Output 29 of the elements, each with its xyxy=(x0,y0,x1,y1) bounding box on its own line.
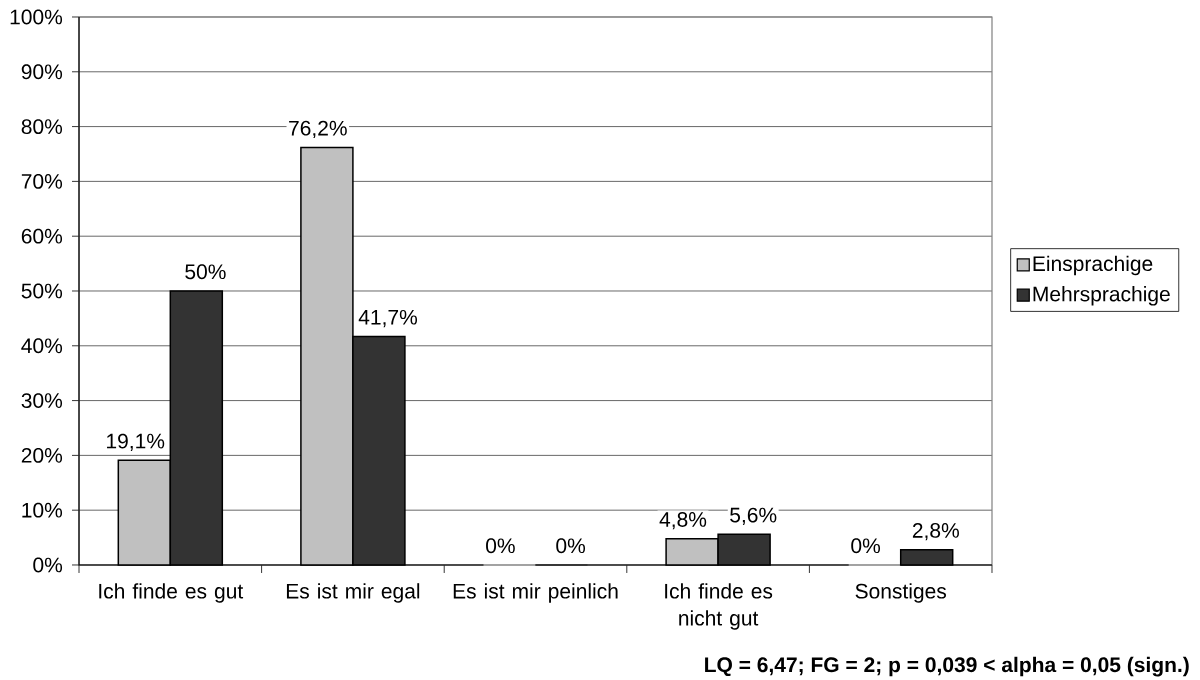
data-label: 50% xyxy=(185,264,226,280)
y-tick-label: 60% xyxy=(21,228,63,244)
data-label: 2,8% xyxy=(912,522,959,541)
y-tick-label: 100% xyxy=(10,9,63,25)
y-tick-label: 20% xyxy=(21,447,63,463)
data-label: 0% xyxy=(556,538,586,554)
data-label: 0% xyxy=(486,538,515,554)
x-tick-label: Ich finde es gut xyxy=(99,583,244,603)
y-tick-label: 30% xyxy=(21,393,63,409)
y-tick-label: 40% xyxy=(21,338,63,354)
x-tick-label: Es ist mir egal xyxy=(286,583,420,603)
data-label: 4,8% xyxy=(659,512,707,530)
y-tick-label: 0% xyxy=(33,557,63,573)
y-tick-label: 80% xyxy=(21,119,63,135)
y-tick-label: 70% xyxy=(21,173,63,189)
y-tick-label: 10% xyxy=(22,502,63,518)
y-tick-label: 50% xyxy=(21,283,63,299)
text: LQ = 6,47; FG = 2; p = 0,039 < alpha = 0,05 (sign.) xyxy=(705,656,1189,677)
data-label: 0% xyxy=(851,538,881,554)
data-label: 76,2% xyxy=(289,120,347,139)
y-tick-label: 90% xyxy=(21,64,63,80)
x-tick-label: Es ist mir peinlich xyxy=(453,583,618,603)
data-label: 5,6% xyxy=(730,507,777,525)
x-tick-label: Ich finde es nicht gut xyxy=(665,583,773,630)
legend-label: Mehrsprachige xyxy=(1033,286,1170,306)
data-label: 41,7% xyxy=(358,309,418,328)
x-tick-label: Sonstiges xyxy=(855,583,947,603)
data-label: 19,1% xyxy=(107,433,165,451)
legend-label: Einsprachige xyxy=(1033,255,1153,276)
